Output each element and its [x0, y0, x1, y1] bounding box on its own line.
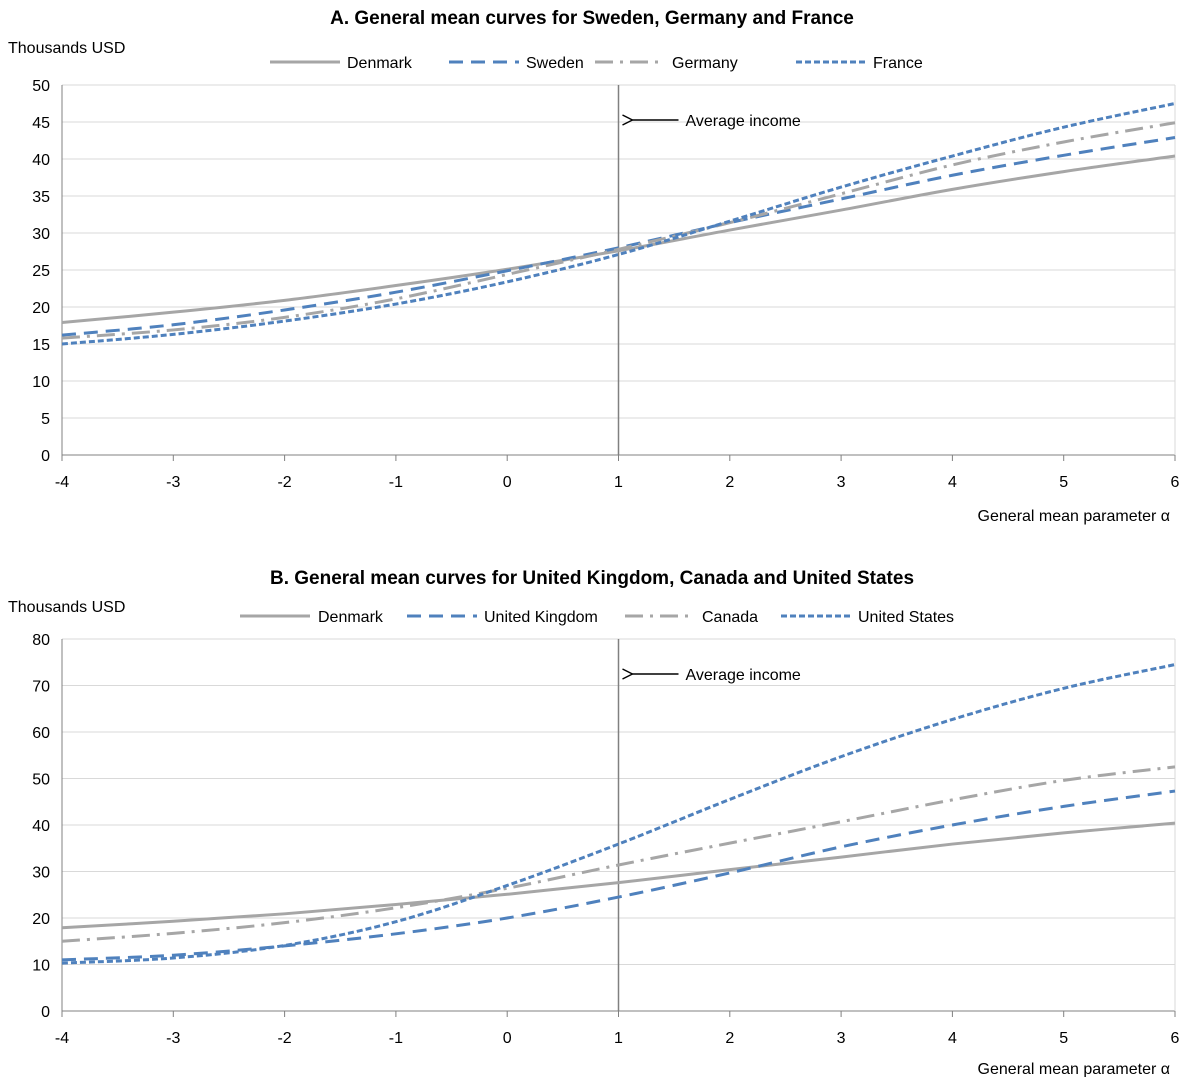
x-tick-label: 5	[1059, 474, 1068, 491]
x-tick-label: 6	[1171, 474, 1180, 491]
x-tick-label: -1	[389, 474, 403, 491]
y-tick-label: 0	[41, 448, 50, 465]
y-tick-label: 80	[32, 632, 50, 649]
series-line-germany	[61, 121, 1176, 340]
legend-label-united-states: United States	[858, 609, 954, 626]
x-axis-label: General mean parameter α	[978, 508, 1170, 525]
annotation-label: Average income	[686, 667, 801, 684]
x-tick-label: 3	[837, 1030, 846, 1047]
y-tick-label: 40	[32, 152, 50, 169]
y-tick-label: 50	[32, 772, 50, 789]
y-tick-label: 45	[32, 115, 50, 132]
x-tick-label: 1	[614, 474, 623, 491]
x-tick-label: 4	[948, 474, 957, 491]
x-tick-label: -3	[166, 1030, 180, 1047]
legend-label-canada: Canada	[702, 609, 758, 626]
chart-title: B. General mean curves for United Kingdo…	[270, 568, 914, 589]
y-tick-label: 20	[32, 300, 50, 317]
y-tick-label: 0	[41, 1004, 50, 1021]
x-tick-label: -2	[277, 474, 291, 491]
annotation-label: Average income	[686, 113, 801, 130]
y-tick-label: 60	[32, 725, 50, 742]
y-tick-label: 25	[32, 263, 50, 280]
y-tick-label: 5	[41, 411, 50, 428]
x-tick-label: -3	[166, 474, 180, 491]
chart-title: A. General mean curves for Sweden, Germa…	[330, 8, 854, 29]
x-tick-label: -2	[277, 1030, 291, 1047]
y-tick-label: 10	[32, 958, 50, 975]
x-tick-label: 0	[503, 1030, 512, 1047]
legend-label-germany: Germany	[672, 55, 738, 72]
series-line-denmark	[61, 821, 1176, 930]
y-tick-label: 70	[32, 679, 50, 696]
x-axis-label: General mean parameter α	[978, 1061, 1170, 1077]
chart-panel-a: A. General mean curves for Sweden, Germa…	[8, 8, 1180, 525]
y-tick-label: 15	[32, 337, 50, 354]
x-tick-label: 0	[503, 474, 512, 491]
x-tick-label: 5	[1059, 1030, 1068, 1047]
y-tick-label: 40	[32, 818, 50, 835]
y-axis-label: Thousands USD	[8, 40, 125, 57]
x-tick-label: -4	[55, 1030, 69, 1047]
legend-label-denmark: Denmark	[318, 609, 384, 626]
legend-label-united-kingdom: United Kingdom	[484, 609, 598, 626]
x-tick-label: -4	[55, 474, 69, 491]
y-tick-label: 10	[32, 374, 50, 391]
x-tick-label: 1	[614, 1030, 623, 1047]
x-tick-label: 6	[1171, 1030, 1180, 1047]
series-line-united-states	[61, 663, 1176, 965]
x-tick-label: 2	[725, 1030, 734, 1047]
legend-label-denmark: Denmark	[347, 55, 413, 72]
series-line-canada	[61, 765, 1176, 943]
y-tick-label: 30	[32, 865, 50, 882]
y-axis-label: Thousands USD	[8, 599, 125, 616]
y-tick-label: 50	[32, 78, 50, 95]
legend-label-sweden: Sweden	[526, 55, 584, 72]
chart-panel-b: B. General mean curves for United Kingdo…	[8, 568, 1180, 1078]
y-tick-label: 30	[32, 226, 50, 243]
x-tick-label: 4	[948, 1030, 957, 1047]
y-tick-label: 35	[32, 189, 50, 206]
x-tick-label: 3	[837, 474, 846, 491]
series-line-france	[61, 102, 1176, 346]
x-tick-label: -1	[389, 1030, 403, 1047]
x-tick-label: 2	[725, 474, 734, 491]
legend-label-france: France	[873, 55, 923, 72]
y-tick-label: 20	[32, 911, 50, 928]
